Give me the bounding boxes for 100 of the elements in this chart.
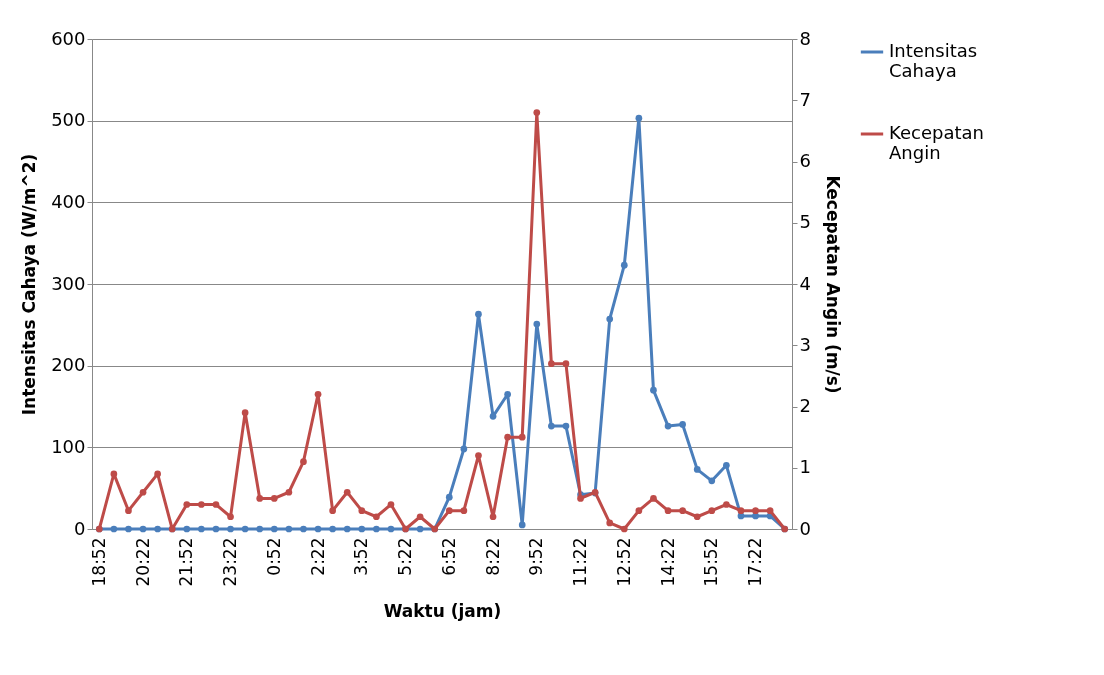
point: [664, 422, 672, 430]
point: [314, 390, 322, 398]
x-tick-label: 12:52: [613, 537, 634, 587]
y-axis-title: Intensitas Cahaya (W/m^2): [19, 153, 40, 416]
x-tick-label: 14:22: [657, 537, 678, 587]
point: [300, 458, 307, 465]
point: [708, 507, 716, 514]
point: [373, 525, 380, 533]
y2-tick-label: 8: [799, 27, 811, 49]
y2-tick-label: 6: [799, 150, 811, 171]
point: [504, 433, 511, 441]
point: [358, 507, 366, 514]
point: [620, 525, 628, 533]
point: [475, 452, 482, 459]
point: [270, 495, 278, 502]
point: [708, 477, 716, 485]
point: [679, 421, 686, 428]
legend-label: Kecepatan Angin: [889, 122, 984, 163]
point: [198, 501, 205, 508]
point: [693, 513, 701, 521]
point: [533, 320, 541, 328]
point: [562, 360, 570, 367]
point: [635, 507, 643, 514]
point: [387, 501, 395, 508]
point: [460, 445, 468, 453]
x-tick-label: 15:52: [701, 537, 722, 587]
y2-tick-label: 1: [799, 456, 811, 478]
point: [635, 114, 643, 122]
point: [183, 525, 191, 533]
point: [606, 315, 614, 323]
y-tick-label: 200: [51, 354, 86, 376]
point: [737, 507, 745, 514]
point: [227, 525, 234, 533]
point: [329, 525, 336, 533]
point: [241, 525, 249, 533]
point: [241, 409, 249, 416]
point: [358, 525, 366, 533]
y-tick-label: 500: [51, 109, 86, 131]
y2-tick-label: 5: [799, 211, 811, 233]
point: [723, 461, 730, 469]
point: [606, 519, 614, 527]
point: [183, 501, 191, 508]
point: [620, 261, 628, 269]
point: [723, 501, 730, 508]
x-tick-label: 17:22: [745, 537, 766, 587]
point: [650, 386, 657, 394]
x-tick-label: 8:22: [482, 537, 503, 576]
y2-tick-label: 4: [799, 272, 811, 294]
point: [533, 109, 541, 116]
point: [256, 495, 264, 502]
point: [125, 525, 132, 533]
point: [285, 488, 293, 496]
y2-tick-label: 3: [799, 333, 811, 355]
x-tick-label: 6:52: [438, 537, 459, 576]
point: [373, 513, 380, 521]
point: [416, 525, 424, 533]
point: [110, 470, 118, 478]
point: [650, 495, 657, 502]
point: [445, 493, 453, 501]
point: [460, 507, 468, 514]
point: [212, 501, 220, 508]
x-tick-label: 3:52: [351, 537, 372, 576]
point: [270, 525, 278, 533]
y2-tick-label: 7: [799, 88, 811, 110]
point: [416, 513, 424, 521]
point: [314, 525, 322, 533]
y-tick-label: 400: [51, 190, 86, 212]
point: [693, 466, 701, 473]
x-tick-label: 11:22: [570, 537, 591, 587]
point: [343, 488, 351, 496]
point: [548, 422, 555, 430]
y2-tick-label: 2: [799, 395, 811, 416]
point: [445, 507, 453, 514]
point: [154, 470, 161, 478]
point: [489, 513, 497, 521]
point: [139, 525, 147, 533]
y-tick-label: 300: [51, 272, 86, 294]
point: [548, 360, 555, 367]
point: [329, 507, 336, 514]
point: [154, 525, 161, 533]
y2-tick-label: 0: [799, 517, 811, 539]
y2-axis-title: Kecepatan Angin (m/s): [822, 175, 843, 394]
x-axis-title: Waktu (jam): [383, 601, 502, 622]
point: [256, 525, 264, 533]
point: [752, 507, 759, 514]
point: [577, 495, 584, 502]
point: [343, 525, 351, 533]
point: [518, 433, 526, 441]
point: [489, 412, 497, 420]
point: [387, 525, 395, 533]
x-tick-label: 9:52: [526, 537, 547, 576]
x-tick-label: 18:52: [88, 537, 109, 587]
x-tick-label: 21:52: [176, 537, 197, 587]
point: [504, 390, 511, 398]
point: [227, 513, 234, 521]
x-tick-label: 5:22: [395, 537, 416, 576]
y-tick-label: 100: [51, 435, 86, 457]
point: [766, 507, 774, 514]
x-tick-label: 20:22: [132, 537, 153, 587]
point: [475, 310, 482, 318]
